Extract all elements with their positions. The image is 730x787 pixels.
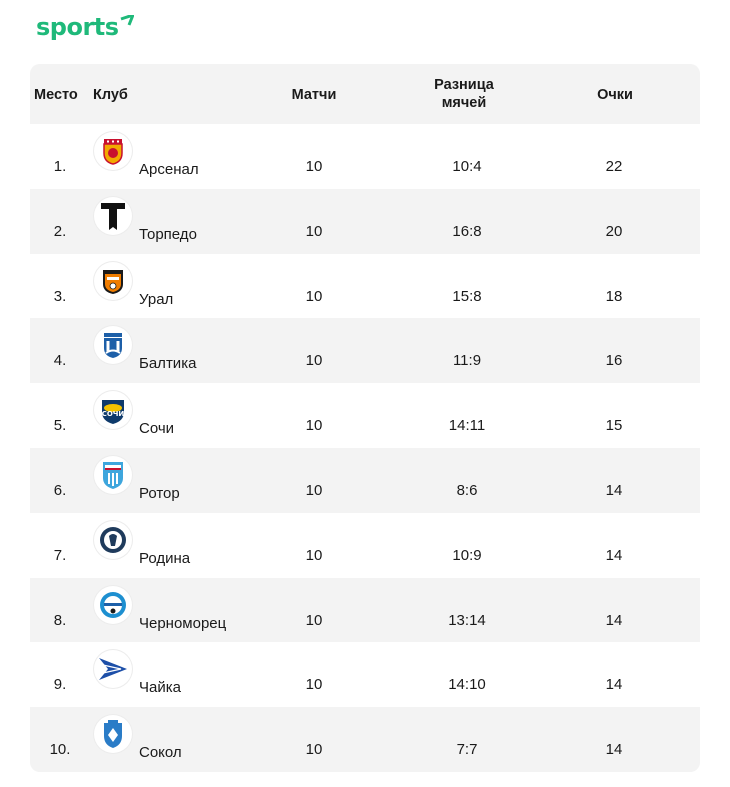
arsenal-crest-icon <box>94 132 132 170</box>
row-place: 2. <box>53 222 67 240</box>
rodina-crest-icon <box>94 520 132 559</box>
row-club-name[interactable]: Балтика <box>139 355 197 373</box>
row-place: 10. <box>49 741 71 759</box>
table-row[interactable]: 1. Арсенал 10 10:4 22 <box>30 124 700 189</box>
row-club-name[interactable]: Черноморец <box>139 614 227 632</box>
chayka-crest-icon <box>94 650 132 689</box>
row-goal-difference: 11:9 <box>452 352 482 370</box>
row-place: 7. <box>53 546 67 564</box>
header-goal-difference-line1: Разница <box>434 77 494 93</box>
header-goal-difference-line2: мячей <box>441 95 487 111</box>
logo-text: sports <box>36 13 119 41</box>
header-points: Очки <box>597 87 633 103</box>
table-row[interactable]: 2. Торпедо 10 16:8 20 <box>30 188 700 254</box>
chernomorets-crest-icon <box>94 585 132 624</box>
row-matches: 10 <box>305 741 323 759</box>
row-matches: 10 <box>305 287 323 305</box>
table-row[interactable]: 6. Ротор 10 8:6 14 <box>30 447 700 513</box>
row-club-name[interactable]: Торпедо <box>139 225 197 243</box>
row-place: 6. <box>53 481 67 499</box>
row-points: 18 <box>605 287 623 305</box>
ural-crest-icon <box>94 261 132 300</box>
row-place: 5. <box>53 417 67 435</box>
row-club-name[interactable]: Родина <box>139 549 191 567</box>
row-club-name[interactable]: Урал <box>139 290 174 308</box>
row-matches: 10 <box>305 158 323 175</box>
row-matches: 10 <box>305 546 323 564</box>
baltika-crest-icon <box>94 326 132 365</box>
sokol-crest-icon <box>94 715 132 754</box>
sports-logo[interactable]: sports <box>36 10 134 44</box>
table-row[interactable]: 8. Черноморец 10 13:14 14 <box>30 577 700 643</box>
row-place: 3. <box>53 287 67 305</box>
row-points: 14 <box>605 546 623 564</box>
row-points: 14 <box>605 481 623 499</box>
row-points: 14 <box>605 611 623 629</box>
table-row[interactable]: 10. Сокол 10 7:7 14 <box>30 707 700 772</box>
header-place: Место <box>34 87 78 103</box>
row-club-name[interactable]: Сочи <box>139 420 175 438</box>
torpedo-crest-icon <box>94 196 132 235</box>
table-row[interactable]: 3. Урал 10 15:8 18 <box>30 253 700 319</box>
row-place: 1. <box>53 158 67 175</box>
table-row[interactable]: 7. Родина 10 10:9 14 <box>30 512 700 578</box>
table-body: 1. Арсенал 10 10:4 22 2. Торпедо 10 16:8 20 3. Урал… <box>30 124 700 772</box>
svg-text:СОЧИ: СОЧИ <box>102 410 125 418</box>
row-matches: 10 <box>305 417 323 435</box>
row-goal-difference: 10:4 <box>452 158 482 175</box>
header-club: Клуб <box>93 87 128 103</box>
row-goal-difference: 7:7 <box>456 741 478 759</box>
row-matches: 10 <box>305 222 323 240</box>
row-club-name[interactable]: Чайка <box>139 679 181 697</box>
row-goal-difference: 14:11 <box>448 417 486 435</box>
row-club-name[interactable]: Сокол <box>139 744 182 762</box>
row-points: 22 <box>605 158 623 175</box>
rotor-crest-icon <box>94 455 132 494</box>
row-place: 9. <box>53 676 67 694</box>
header-goal-difference: Разница мячей <box>425 76 503 112</box>
row-points: 20 <box>605 222 623 240</box>
row-place: 8. <box>53 611 67 629</box>
row-matches: 10 <box>305 611 323 629</box>
row-matches: 10 <box>305 481 323 499</box>
row-goal-difference: 8:6 <box>456 481 478 499</box>
row-club-name[interactable]: Ротор <box>139 484 180 502</box>
row-goal-difference: 10:9 <box>452 546 482 564</box>
sochi-crest-icon: СОЧИ <box>94 391 132 430</box>
row-points: 14 <box>605 741 623 759</box>
row-goal-difference: 15:8 <box>452 287 482 305</box>
row-goal-difference: 14:10 <box>448 676 486 694</box>
table-header: Место Клуб Матчи Разница мячей Очки <box>30 64 700 124</box>
logo-accent-mark-icon <box>120 15 134 26</box>
row-place: 4. <box>53 352 67 370</box>
row-points: 14 <box>605 676 623 694</box>
standings-table: Место Клуб Матчи Разница мячей Очки 1. Ар… <box>30 64 700 772</box>
row-club-name[interactable]: Арсенал <box>139 161 199 178</box>
table-row[interactable]: 9. Чайка 10 14:10 14 <box>30 642 700 708</box>
header-matches: Матчи <box>291 87 337 103</box>
row-points: 16 <box>605 352 623 370</box>
table-row[interactable]: 4. Балтика 10 11:9 16 <box>30 318 700 384</box>
row-matches: 10 <box>305 676 323 694</box>
row-matches: 10 <box>305 352 323 370</box>
table-row[interactable]: 5. СОЧИ Сочи 10 14:11 15 <box>30 383 700 448</box>
row-points: 15 <box>605 417 623 435</box>
row-goal-difference: 13:14 <box>448 611 486 629</box>
row-goal-difference: 16:8 <box>452 222 482 240</box>
